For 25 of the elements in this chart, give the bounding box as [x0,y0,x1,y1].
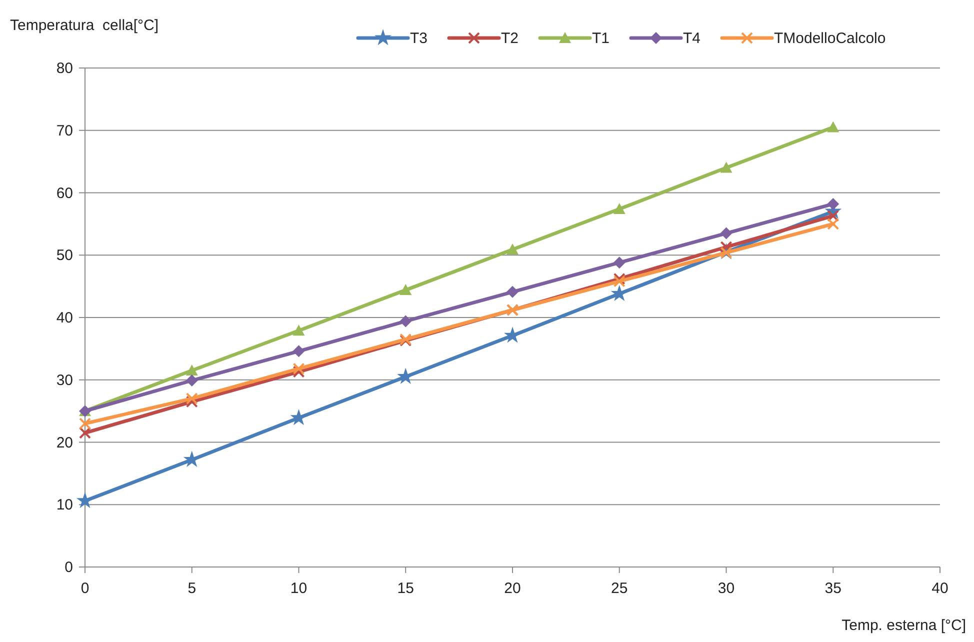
y-tick-label: 70 [56,122,73,140]
legend-label: TModelloCalcolo [774,30,886,47]
x-tick-label: 0 [80,580,90,597]
y-tick-label: 0 [64,559,73,576]
x-axis-title: Temp. esterna [°C] [842,617,966,634]
legend-label: T3 [410,30,428,47]
legend-label: T2 [501,30,519,47]
x-tick-label: 30 [718,580,735,597]
y-tick-label: 30 [56,372,73,389]
x-tick-label: 10 [290,580,308,597]
y-tick-label: 10 [56,496,73,514]
legend-label: T4 [683,30,701,47]
y-tick-label: 80 [56,60,73,77]
x-tick-label: 20 [504,580,521,597]
legend-label: T1 [592,30,610,47]
x-tick-label: 35 [824,580,842,597]
x-tick-label: 15 [397,580,414,597]
x-tick-label: 40 [932,580,948,597]
y-tick-label: 50 [56,247,73,264]
y-axis-title: Temperatura cella[°C] [10,17,159,34]
x-tick-label: 5 [188,580,196,597]
x-tick-label: 25 [611,580,628,597]
y-tick-label: 20 [56,434,73,452]
y-tick-label: 60 [56,184,73,202]
y-tick-label: 40 [56,310,73,326]
